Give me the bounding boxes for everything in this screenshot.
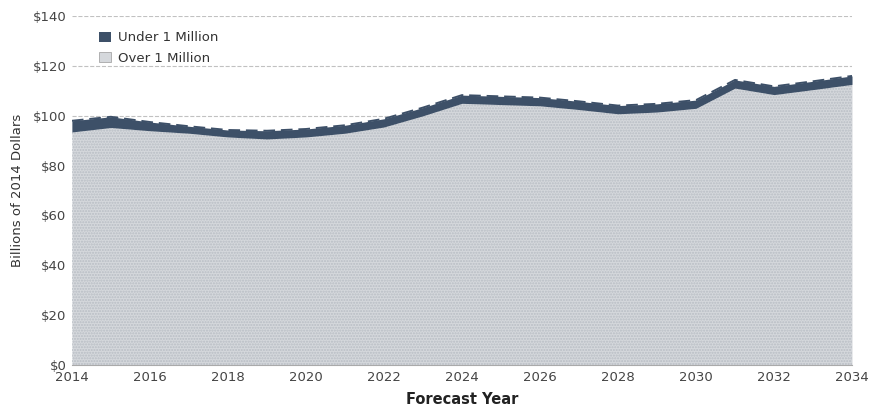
X-axis label: Forecast Year: Forecast Year [406, 392, 518, 407]
Legend: Under 1 Million, Over 1 Million: Under 1 Million, Over 1 Million [94, 26, 224, 70]
Y-axis label: Billions of 2014 Dollars: Billions of 2014 Dollars [11, 114, 24, 267]
